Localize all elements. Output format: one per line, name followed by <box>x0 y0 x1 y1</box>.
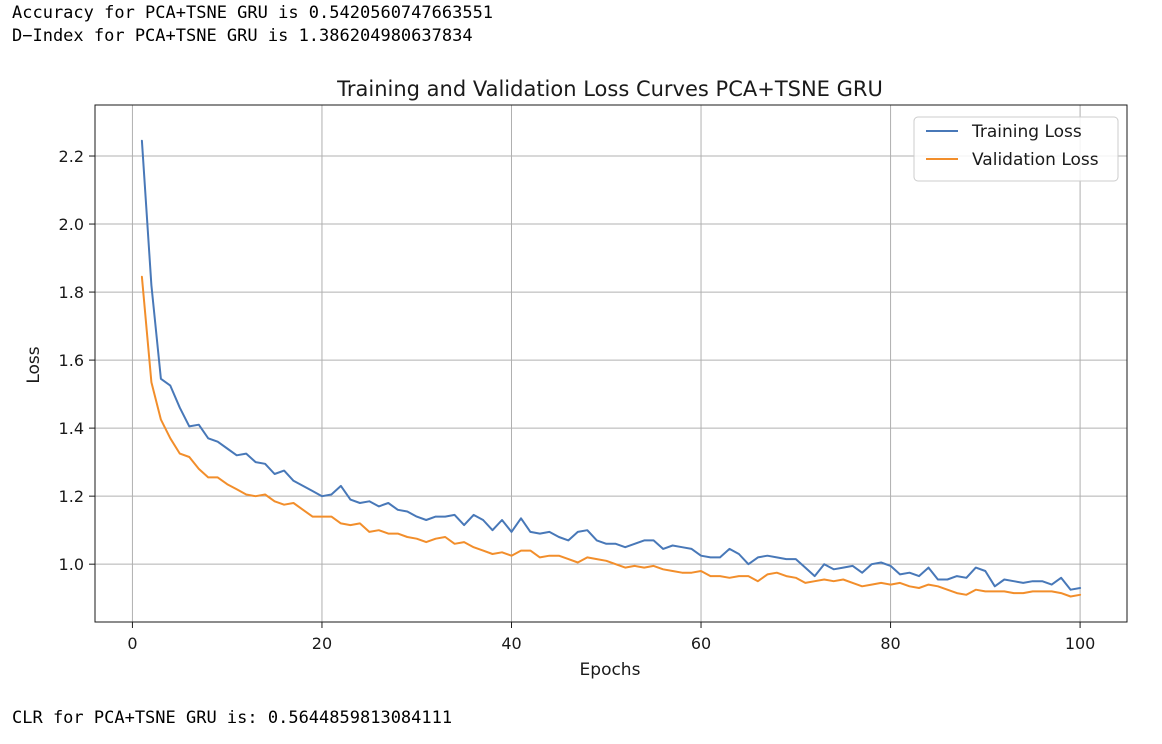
legend: Training Loss Validation Loss <box>913 116 1119 182</box>
y-tick-label: 1.4 <box>59 419 84 438</box>
dindex-output-line: D−Index for PCA+TSNE GRU is 1.3862049806… <box>12 26 473 46</box>
y-tick-label: 2.2 <box>59 147 84 166</box>
y-tick-label: 1.6 <box>59 351 84 370</box>
x-axis-label: Epochs <box>580 660 641 680</box>
y-tick-label: 1.0 <box>59 555 84 574</box>
x-tick-label: 100 <box>1065 634 1096 653</box>
legend-entry-label: Training Loss <box>971 122 1082 142</box>
x-tick-label: 20 <box>312 634 332 653</box>
legend-box <box>913 116 1119 182</box>
chart-title: Training and Validation Loss Curves PCA+… <box>336 77 883 101</box>
y-axis-label: Loss <box>24 346 44 383</box>
x-tick-label: 80 <box>880 634 900 653</box>
clr-output-line: CLR for PCA+TSNE GRU is: 0.5644859813084… <box>12 708 453 728</box>
accuracy-output-line: Accuracy for PCA+TSNE GRU is 0.542056074… <box>12 3 494 23</box>
x-tick-label: 0 <box>127 634 137 653</box>
y-tick-label: 1.8 <box>59 283 84 302</box>
plot-area <box>95 105 1127 622</box>
series-line-validation-loss <box>140 275 1082 598</box>
loss-chart: Training and Validation Loss Curves PCA+… <box>24 77 1128 680</box>
series-lines <box>140 139 1082 598</box>
x-tick-label: 40 <box>501 634 521 653</box>
legend-entry-label: Validation Loss <box>972 150 1099 170</box>
y-tick-label: 1.2 <box>59 487 84 506</box>
series-line-training-loss <box>140 139 1082 591</box>
axis-ticks: 0 20 40 60 80 100 1.0 1.2 1.4 1.6 1.8 2.0 2.2 <box>59 147 1096 653</box>
y-tick-label: 2.0 <box>59 215 84 234</box>
x-tick-label: 60 <box>691 634 711 653</box>
plot-border <box>94 104 1128 623</box>
